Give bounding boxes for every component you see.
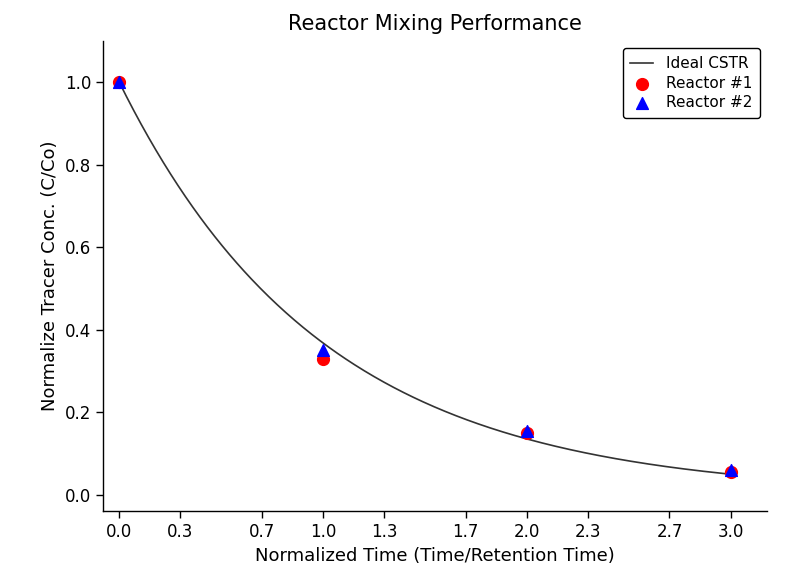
Reactor #1 — [113, 77, 126, 87]
Title: Reactor Mixing Performance: Reactor Mixing Performance — [288, 13, 582, 34]
Y-axis label: Normalize Tracer Conc. (C/Co): Normalize Tracer Conc. (C/Co) — [41, 141, 59, 411]
Ideal CSTR — [711, 469, 721, 476]
Reactor #2 — [113, 77, 126, 87]
Ideal CSTR — [445, 410, 455, 417]
X-axis label: Normalized Time (Time/Retention Time): Normalized Time (Time/Retention Time) — [255, 547, 615, 565]
Reactor #1 — [520, 428, 533, 437]
Reactor #2 — [725, 465, 737, 475]
Ideal CSTR — [615, 456, 625, 463]
Ideal CSTR — [726, 471, 736, 478]
Ideal CSTR — [408, 394, 418, 401]
Reactor #1 — [725, 467, 737, 476]
Line: Ideal CSTR: Ideal CSTR — [119, 82, 731, 474]
Ideal CSTR — [405, 392, 414, 399]
Ideal CSTR — [479, 422, 488, 429]
Ideal CSTR — [115, 78, 124, 85]
Reactor #2 — [520, 426, 533, 435]
Reactor #1 — [316, 354, 329, 363]
Legend: Ideal CSTR, Reactor #1, Reactor #2: Ideal CSTR, Reactor #1, Reactor #2 — [623, 48, 759, 118]
Reactor #2 — [316, 346, 329, 355]
